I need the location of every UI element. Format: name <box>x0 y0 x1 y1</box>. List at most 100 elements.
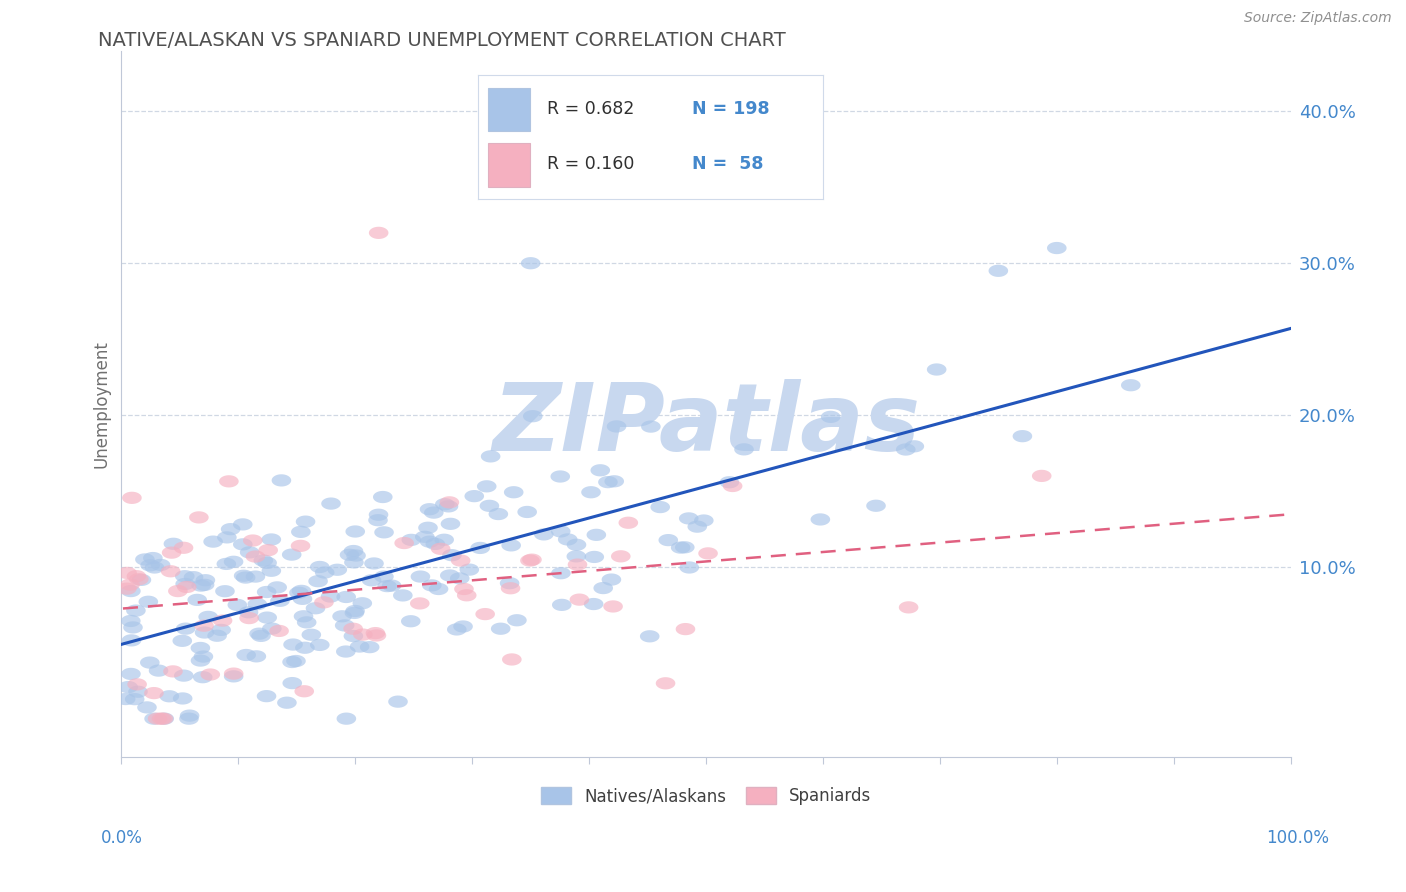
Point <box>375 579 398 593</box>
Point <box>252 553 274 567</box>
Point <box>463 489 485 503</box>
Point <box>121 491 143 505</box>
Point <box>693 514 716 528</box>
Point <box>174 622 197 636</box>
Point <box>499 581 522 595</box>
Point <box>550 524 572 539</box>
Point <box>218 475 240 489</box>
Point <box>451 619 474 633</box>
Point <box>215 530 238 544</box>
Point <box>294 515 316 529</box>
Point <box>456 588 478 602</box>
Point <box>602 599 624 614</box>
Point <box>364 626 387 640</box>
Point <box>673 541 696 555</box>
Point <box>565 549 588 564</box>
Point <box>194 578 217 592</box>
Point <box>1031 469 1053 483</box>
Point <box>291 591 314 606</box>
Point <box>187 510 209 524</box>
Point <box>150 712 173 726</box>
Point <box>256 556 278 570</box>
Point <box>307 574 329 589</box>
Point <box>506 613 529 627</box>
Point <box>416 521 439 535</box>
Point <box>721 479 744 493</box>
Point <box>733 442 755 457</box>
Point <box>367 513 389 527</box>
Point <box>640 419 662 434</box>
Point <box>392 536 415 550</box>
Point <box>115 582 138 596</box>
Point <box>458 563 481 577</box>
Point <box>478 499 501 513</box>
Point <box>242 533 264 548</box>
Point <box>238 611 260 625</box>
Point <box>190 579 212 593</box>
Point <box>697 546 720 560</box>
Point <box>143 712 166 726</box>
Point <box>167 584 190 599</box>
Point <box>335 644 357 658</box>
Point <box>657 533 679 548</box>
Point <box>344 549 367 563</box>
Point <box>335 590 357 604</box>
Point <box>498 576 520 591</box>
Point <box>128 572 150 586</box>
Point <box>235 570 257 584</box>
Point <box>450 553 472 567</box>
Point <box>373 525 395 540</box>
Point <box>987 264 1010 278</box>
Point <box>409 596 432 610</box>
Text: 100.0%: 100.0% <box>1265 829 1329 847</box>
Point <box>583 549 606 564</box>
Point <box>172 633 194 648</box>
Point <box>409 569 432 583</box>
Point <box>319 590 342 604</box>
Point <box>367 226 389 240</box>
Point <box>437 500 460 514</box>
Point <box>222 555 245 569</box>
Point <box>474 607 496 621</box>
Point <box>319 497 342 511</box>
Point <box>269 594 291 608</box>
Point <box>257 543 280 558</box>
Point <box>127 684 149 698</box>
Point <box>245 549 267 564</box>
Point <box>387 695 409 709</box>
Point <box>568 592 591 607</box>
Point <box>349 640 371 654</box>
Point <box>808 512 831 526</box>
Point <box>288 586 311 600</box>
Point <box>193 649 215 664</box>
Point <box>127 677 149 691</box>
Point <box>215 557 238 571</box>
Point <box>359 640 381 654</box>
Point <box>200 667 222 681</box>
Point <box>267 624 290 638</box>
Point <box>592 581 614 595</box>
Point <box>290 583 312 598</box>
Point <box>118 577 141 591</box>
Point <box>567 558 589 572</box>
Point <box>270 474 292 488</box>
Point <box>246 597 269 611</box>
Point <box>134 552 156 566</box>
Text: Source: ZipAtlas.com: Source: ZipAtlas.com <box>1244 11 1392 25</box>
Point <box>678 511 700 525</box>
Point <box>205 629 228 643</box>
Point <box>897 600 920 615</box>
Point <box>678 560 700 574</box>
Point <box>153 712 176 726</box>
Point <box>617 516 640 530</box>
Point <box>281 676 304 690</box>
Point <box>114 692 136 706</box>
Point <box>449 571 471 585</box>
Point <box>589 463 612 477</box>
Point <box>266 580 288 594</box>
Point <box>143 560 166 574</box>
Point <box>606 419 628 434</box>
Point <box>146 712 169 726</box>
Point <box>138 595 160 609</box>
Point <box>519 553 541 567</box>
